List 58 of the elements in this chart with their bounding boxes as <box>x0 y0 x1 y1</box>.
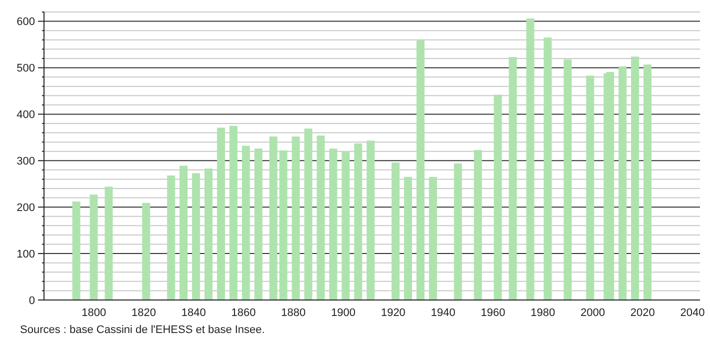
x-tick-label: 2000 <box>580 306 605 319</box>
y-tick-label: 100 <box>16 248 35 260</box>
bar <box>474 150 482 300</box>
bar <box>606 72 614 300</box>
bar <box>631 56 640 300</box>
bar <box>292 136 300 300</box>
bar <box>269 136 278 300</box>
x-tick-label: 1980 <box>530 306 556 319</box>
bar <box>229 126 238 300</box>
bar <box>366 140 375 300</box>
bar <box>564 59 572 300</box>
x-tick-label: 1900 <box>331 306 356 319</box>
bar <box>167 176 176 300</box>
bar <box>494 94 502 300</box>
y-tick-label: 0 <box>28 294 35 307</box>
x-tick-label: 1960 <box>480 306 506 319</box>
bar <box>204 168 212 300</box>
bar <box>104 186 113 300</box>
bar <box>216 128 225 300</box>
y-tick-label: 200 <box>16 202 35 214</box>
bar <box>180 166 188 300</box>
bar <box>392 162 400 300</box>
bar <box>329 148 338 300</box>
bar <box>90 194 98 300</box>
bar <box>544 38 552 300</box>
x-tick-label: 1880 <box>281 306 306 319</box>
x-tick-label: 1940 <box>430 306 456 319</box>
bar <box>316 136 325 300</box>
x-tick-label: 1820 <box>132 306 156 319</box>
bar <box>454 163 462 300</box>
x-tick-label: 2020 <box>630 306 655 319</box>
bar <box>586 76 594 300</box>
bar <box>526 18 534 300</box>
bar <box>508 57 517 300</box>
x-tick-label: 1860 <box>231 306 256 319</box>
bar <box>416 40 425 300</box>
x-tick-label: 1920 <box>380 306 406 319</box>
bar <box>304 128 312 300</box>
y-tick-label: 400 <box>16 109 35 122</box>
source-note: Sources : base Cassini de l'EHESS et base Insee. <box>20 323 265 337</box>
bar <box>279 150 288 300</box>
bar <box>254 148 262 300</box>
bar <box>428 176 437 300</box>
bar <box>643 64 652 300</box>
x-tick-label: 1840 <box>181 306 206 319</box>
bar <box>404 176 412 300</box>
bar <box>342 152 350 300</box>
bar <box>618 66 627 300</box>
bar <box>72 202 80 300</box>
bar <box>242 146 250 300</box>
bar <box>142 202 150 300</box>
y-tick-label: 300 <box>16 155 35 168</box>
bar <box>192 173 200 300</box>
bar <box>354 143 362 300</box>
y-tick-label: 500 <box>16 62 35 75</box>
y-tick-label: 600 <box>16 16 35 28</box>
x-tick-label: 1800 <box>82 306 106 319</box>
x-tick-label: 2040 <box>680 306 705 319</box>
